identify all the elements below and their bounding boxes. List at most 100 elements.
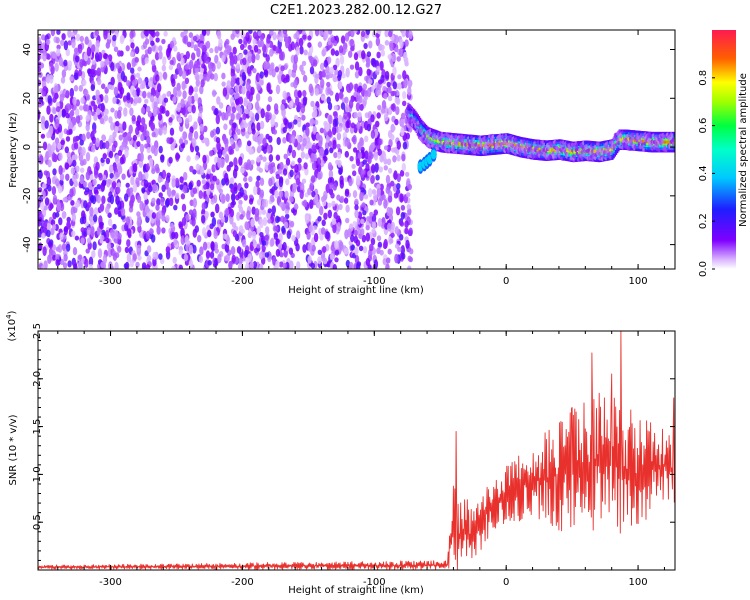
ridge-cell xyxy=(594,150,597,153)
noise-speckle xyxy=(169,197,174,207)
noise-speckle xyxy=(259,189,265,198)
noise-speckle xyxy=(393,146,398,153)
noise-speckle xyxy=(180,98,185,108)
noise-speckle xyxy=(258,251,264,260)
noise-speckle xyxy=(112,252,118,261)
noise-speckle xyxy=(180,31,185,38)
noise-speckle xyxy=(73,47,79,54)
noise-speckle xyxy=(321,254,326,262)
noise-speckle xyxy=(199,33,204,41)
noise-speckle xyxy=(70,200,75,206)
noise-speckle xyxy=(211,217,217,227)
noise-speckle xyxy=(86,201,92,208)
noise-speckle xyxy=(344,96,349,104)
noise-speckle xyxy=(179,176,184,184)
noise-speckle xyxy=(344,103,350,113)
noise-speckle xyxy=(285,178,290,186)
noise-speckle xyxy=(54,85,59,95)
noise-speckle xyxy=(161,227,166,234)
noise-speckle xyxy=(211,62,216,72)
noise-speckle xyxy=(406,204,411,210)
noise-speckle xyxy=(107,218,113,227)
noise-speckle xyxy=(327,130,333,138)
noise-speckle xyxy=(310,175,316,184)
noise-speckle xyxy=(344,138,349,147)
noise-speckle xyxy=(387,95,393,102)
noise-speckle xyxy=(129,30,134,39)
noise-speckle xyxy=(185,214,190,221)
noise-speckle xyxy=(330,244,336,252)
noise-speckle xyxy=(366,216,371,222)
noise-speckle xyxy=(100,60,105,68)
noise-speckle xyxy=(237,191,242,199)
noise-speckle xyxy=(205,174,210,180)
noise-speckle xyxy=(390,232,395,238)
noise-speckle xyxy=(283,221,289,229)
noise-speckle xyxy=(295,177,301,186)
noise-speckle xyxy=(110,76,115,86)
noise-speckle xyxy=(180,227,185,237)
noise-speckle xyxy=(327,162,333,171)
noise-speckle xyxy=(182,35,187,44)
noise-speckle xyxy=(84,104,90,112)
noise-speckle xyxy=(114,261,119,269)
noise-speckle xyxy=(299,189,304,200)
ridge-cell xyxy=(537,148,540,152)
noise-speckle xyxy=(225,193,230,202)
noise-speckle xyxy=(213,241,218,250)
noise-speckle xyxy=(224,243,230,253)
noise-speckle xyxy=(365,258,371,267)
noise-speckle xyxy=(376,183,381,190)
noise-speckle xyxy=(90,195,95,203)
noise-speckle xyxy=(216,141,221,151)
noise-speckle xyxy=(78,85,84,92)
noise-speckle xyxy=(399,193,404,203)
noise-speckle xyxy=(215,137,221,144)
noise-speckle xyxy=(241,239,247,248)
noise-speckle xyxy=(337,70,343,78)
noise-speckle xyxy=(338,203,343,211)
ridge-cell xyxy=(466,143,469,147)
noise-speckle xyxy=(282,30,288,35)
spectrogram-marks xyxy=(38,30,675,269)
noise-speckle xyxy=(266,145,272,154)
noise-speckle xyxy=(58,217,63,226)
noise-speckle xyxy=(94,30,100,36)
noise-speckle xyxy=(359,137,364,147)
noise-speckle xyxy=(404,39,409,47)
noise-speckle xyxy=(221,81,226,87)
noise-speckle xyxy=(91,59,96,65)
noise-speckle xyxy=(161,64,166,72)
noise-speckle xyxy=(226,80,231,89)
noise-speckle xyxy=(207,260,212,266)
noise-speckle xyxy=(366,51,372,58)
noise-speckle xyxy=(197,97,202,107)
noise-speckle xyxy=(151,59,156,66)
noise-speckle xyxy=(279,51,284,61)
noise-speckle xyxy=(292,183,298,190)
noise-speckle xyxy=(93,113,98,121)
noise-speckle xyxy=(91,250,96,259)
noise-speckle xyxy=(385,263,390,269)
noise-speckle xyxy=(262,217,268,226)
noise-speckle xyxy=(217,158,222,169)
noise-speckle xyxy=(73,30,78,35)
noise-speckle xyxy=(41,190,46,200)
noise-speckle xyxy=(241,85,246,95)
noise-speckle xyxy=(65,173,70,181)
noise-speckle xyxy=(144,57,149,64)
noise-speckle xyxy=(99,117,105,125)
noise-speckle xyxy=(63,59,68,67)
noise-speckle xyxy=(180,193,186,200)
noise-speckle xyxy=(380,150,386,156)
noise-speckle xyxy=(119,156,125,165)
noise-speckle xyxy=(215,114,220,125)
noise-speckle xyxy=(369,199,374,206)
ridge-cell xyxy=(620,138,624,142)
noise-speckle xyxy=(246,140,252,147)
noise-speckle xyxy=(61,243,67,252)
noise-speckle xyxy=(334,257,339,263)
noise-speckle xyxy=(256,243,261,249)
noise-speckle xyxy=(75,165,80,173)
noise-speckle xyxy=(275,260,280,269)
